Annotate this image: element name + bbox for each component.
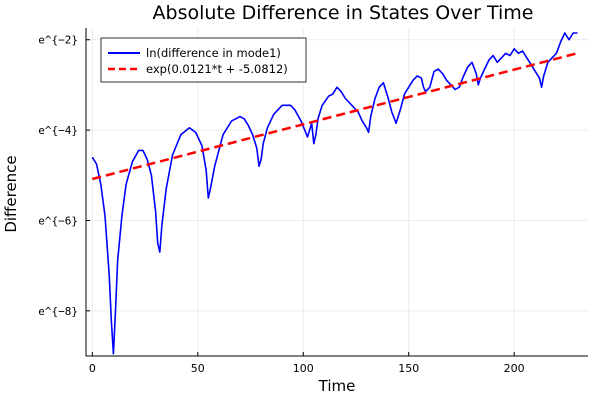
y-tick-label: e^{−8} [38, 305, 78, 318]
tick-labels: 0 50 100 150 200 e^{−8} e^{−6} e^{−4} e^{−2} [38, 34, 524, 375]
y-tick-label: e^{−2} [38, 34, 78, 47]
x-axis-label: Time [318, 377, 356, 395]
series-line-1 [91, 32, 578, 355]
legend-box [100, 37, 307, 83]
legend-label-series-1: ln(difference in mode1) [146, 46, 281, 60]
x-tick-label: 150 [398, 362, 419, 375]
x-tick-label: 100 [293, 362, 314, 375]
grid-lines [86, 28, 588, 356]
series-layer [91, 32, 578, 355]
x-tick-label: 200 [504, 362, 525, 375]
x-tick-label: 50 [191, 362, 205, 375]
axes [85, 28, 588, 357]
y-axis-label: Difference [2, 155, 20, 232]
y-tick-label: e^{−4} [38, 124, 78, 137]
legend-label-series-2: exp(0.0121*t + -5.0812) [146, 62, 288, 76]
legend: ln(difference in mode1) exp(0.0121*t + -… [100, 37, 307, 83]
chart-title: Absolute Difference in States Over Time [153, 2, 534, 24]
x-tick-label: 0 [89, 362, 96, 375]
y-tick-label: e^{−6} [38, 214, 78, 227]
